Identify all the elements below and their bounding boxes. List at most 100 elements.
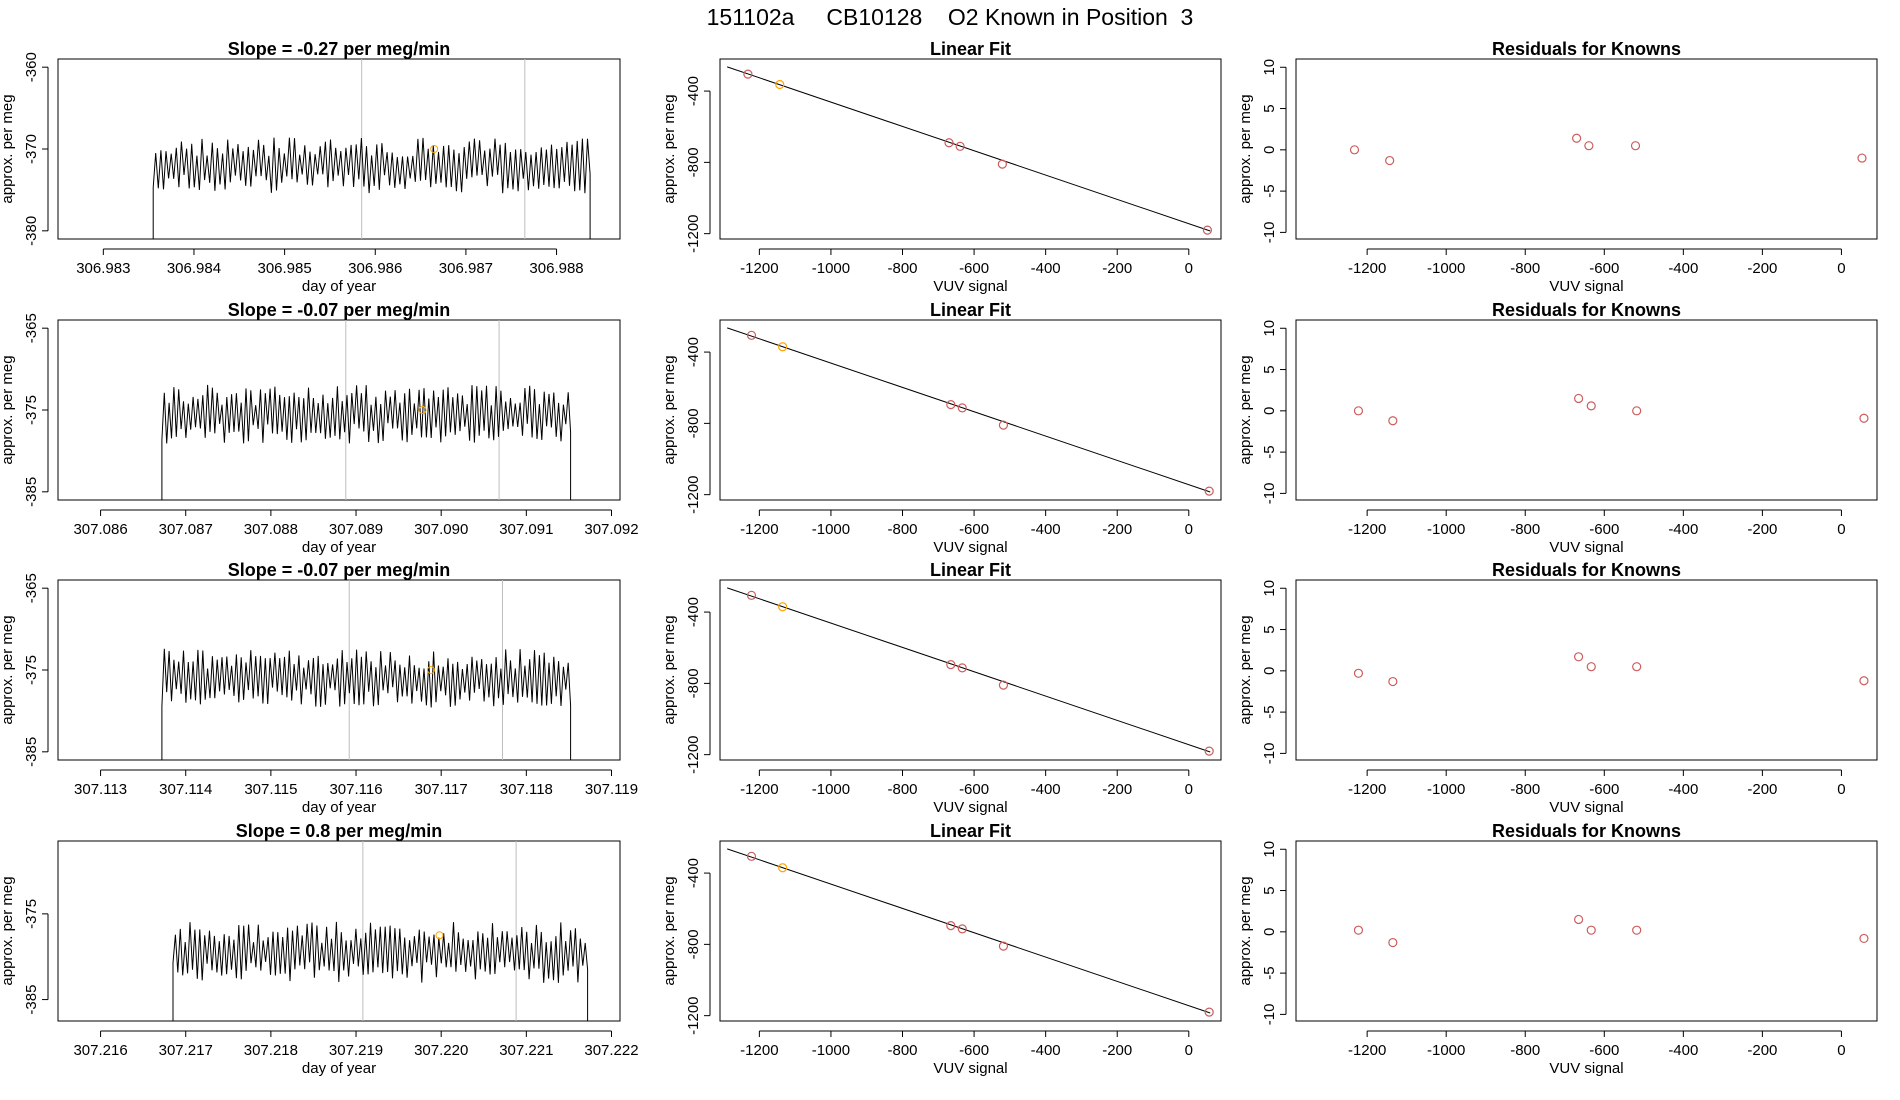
- data-point: [1859, 413, 1869, 423]
- x-tick-label: -1200: [1348, 521, 1386, 538]
- x-tick-label: 306.983: [76, 260, 130, 277]
- data-point: [1586, 662, 1596, 672]
- x-axis-label: VUV signal: [933, 278, 1007, 295]
- x-tick-label: -800: [887, 521, 917, 538]
- x-tick-label: -200: [1747, 781, 1777, 798]
- y-tick-label: 5: [1261, 365, 1278, 373]
- data-point: [746, 851, 757, 861]
- x-tick-label: -400: [1031, 1042, 1061, 1059]
- x-tick-label: 307.221: [499, 1042, 553, 1059]
- panel-title: Linear Fit: [930, 300, 1011, 320]
- x-tick-label: 306.985: [257, 260, 311, 277]
- highlight-point: [426, 666, 435, 674]
- plot-area: [1353, 914, 1869, 948]
- x-tick-label: 0: [1185, 1042, 1193, 1059]
- fit-line: [726, 587, 1211, 753]
- x-tick-label: -1200: [1348, 1042, 1386, 1059]
- data-point: [743, 69, 753, 79]
- y-axis-label: approx. per meg: [1237, 94, 1254, 203]
- x-tick-label: -800: [1510, 521, 1540, 538]
- plot-area: [1349, 133, 1867, 166]
- x-tick-label: 307.222: [584, 1042, 638, 1059]
- data-point: [778, 602, 788, 612]
- x-tick-label: -1000: [812, 260, 850, 277]
- highlight-point: [418, 406, 427, 414]
- plot-frame: [719, 840, 1222, 1022]
- x-tick-label: 307.119: [585, 781, 638, 798]
- plot-area: [172, 841, 589, 1021]
- x-tick-label: -600: [959, 260, 989, 277]
- panel-title: Linear Fit: [930, 560, 1011, 580]
- x-tick-label: -800: [887, 781, 917, 798]
- x-tick-label: -1000: [1427, 521, 1465, 538]
- y-tick-label: -5: [1261, 184, 1278, 197]
- data-point: [1388, 416, 1398, 426]
- plot-area: [161, 320, 572, 500]
- data-point: [998, 420, 1009, 430]
- x-axis-label: day of year: [302, 1060, 376, 1077]
- y-tick-label: 0: [1261, 146, 1278, 154]
- chart-panel: Slope = -0.07 per meg/min 307.113 307.114 3…: [0, 560, 638, 816]
- x-tick-label: -1200: [1348, 260, 1386, 277]
- plot-frame: [1295, 579, 1878, 761]
- x-tick-label: 0: [1837, 781, 1845, 798]
- y-tick-label: -365: [23, 573, 40, 603]
- data-point: [1204, 1007, 1214, 1017]
- x-tick-label: -1200: [740, 260, 778, 277]
- data-trace-line: [161, 384, 572, 500]
- x-tick-label: -200: [1102, 781, 1132, 798]
- x-tick-label: -200: [1747, 260, 1777, 277]
- chart-panel: Slope = -0.27 per meg/min 306.983 306.984 3…: [0, 39, 621, 295]
- panel-title: Residuals for Knowns: [1492, 560, 1681, 580]
- highlight-point: [435, 931, 444, 940]
- y-tick-label: -10: [1261, 743, 1278, 765]
- x-tick-label: 307.086: [73, 521, 127, 538]
- plot-frame: [1295, 840, 1878, 1022]
- data-point: [1630, 141, 1641, 151]
- y-axis-label: approx. per meg: [0, 615, 16, 724]
- y-tick-label: 5: [1261, 886, 1278, 894]
- x-axis-label: VUV signal: [933, 799, 1007, 816]
- data-point: [1859, 676, 1869, 686]
- panel-title: Residuals for Knowns: [1492, 300, 1681, 320]
- chart-panel: Residuals for Knowns-1200 -1000 -800 -600 -4…: [1237, 39, 1878, 295]
- data-point: [1859, 933, 1869, 944]
- x-tick-label: 0: [1185, 260, 1193, 277]
- x-tick-label: -1000: [812, 1042, 850, 1059]
- chart-panel: Linear Fit -1200 -1000 -800 -600 -400 -200 0 VUV…: [661, 821, 1222, 1077]
- y-tick-label: 10: [1261, 320, 1278, 337]
- chart-panel: Slope = 0.8 per meg/min 307.216 307.217 307…: [0, 821, 639, 1077]
- panel-title: Slope = -0.07 per meg/min: [228, 560, 451, 580]
- chart-panel: Residuals for Knowns-1200 -1000 -800 -600 -4…: [1237, 300, 1878, 556]
- panel-title: Linear Fit: [930, 39, 1011, 59]
- plot-area: [152, 59, 591, 239]
- plot-area: [1353, 393, 1869, 426]
- x-tick-label: 0: [1185, 781, 1193, 798]
- x-tick-label: -200: [1102, 1042, 1132, 1059]
- data-point: [1385, 155, 1395, 166]
- plot-frame: [57, 579, 621, 761]
- y-tick-label: -370: [23, 134, 40, 164]
- x-tick-label: -400: [1031, 521, 1061, 538]
- chart-panel: Residuals for Knowns-1200 -1000 -800 -600 -4…: [1237, 560, 1878, 816]
- data-point: [1857, 153, 1867, 163]
- x-tick-label: 307.116: [329, 781, 382, 798]
- plot-area: [161, 580, 572, 760]
- plot-frame: [57, 58, 621, 240]
- panel-title: Residuals for Knowns: [1492, 39, 1681, 59]
- data-point: [1204, 486, 1214, 496]
- x-tick-label: 307.115: [244, 781, 297, 798]
- y-axis-label: approx. per meg: [1237, 876, 1254, 985]
- plot-area: [726, 327, 1214, 496]
- y-axis-label: approx. per meg: [0, 94, 16, 203]
- data-point: [944, 138, 954, 148]
- x-tick-label: 306.987: [439, 260, 493, 277]
- x-tick-label: 307.218: [244, 1042, 298, 1059]
- y-tick-label: -365: [23, 313, 40, 343]
- x-tick-label: -600: [959, 1042, 989, 1059]
- x-tick-label: -400: [1031, 781, 1061, 798]
- y-tick-label: 10: [1261, 580, 1278, 597]
- data-point: [957, 924, 967, 934]
- y-tick-label: -385: [23, 985, 40, 1015]
